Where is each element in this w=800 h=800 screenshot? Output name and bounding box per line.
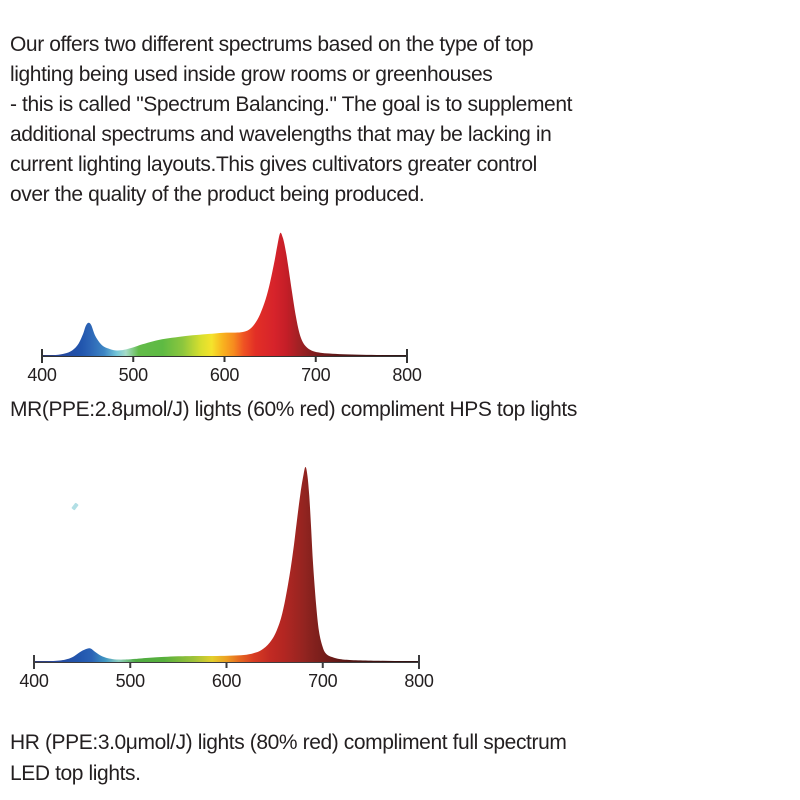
intro-line-4: additional spectrums and wavelengths tha… bbox=[10, 123, 552, 146]
x-tick-label-500: 500 bbox=[116, 671, 145, 691]
intro-paragraph: Our offers two different spectrums based… bbox=[10, 30, 572, 210]
intro-line-3: - this is called "Spectrum Balancing." T… bbox=[10, 93, 573, 116]
hr-spectrum-plot: 400 500 600 700 800 bbox=[19, 467, 434, 691]
x-tick-label-700: 700 bbox=[301, 365, 330, 385]
spectrum-area bbox=[42, 232, 407, 356]
x-tick-label-600: 600 bbox=[212, 671, 241, 691]
mr-chart-caption: MR(PPE:2.8μmol/J) lights (60% red) compl… bbox=[10, 394, 577, 425]
x-tick-label-700: 700 bbox=[308, 671, 337, 691]
mr-caption-line: MR(PPE:2.8μmol/J) lights (60% red) compl… bbox=[10, 398, 577, 421]
hr-caption-line-1: HR (PPE:3.0μmol/J) lights (80% red) comp… bbox=[10, 731, 567, 754]
x-tick-label-800: 800 bbox=[392, 365, 421, 385]
x-tick-label-400: 400 bbox=[27, 365, 56, 385]
x-tick-label-600: 600 bbox=[210, 365, 239, 385]
mr-spectrum-plot: 400 500 600 700 800 bbox=[27, 232, 422, 385]
hr-spectrum-chart: 400 500 600 700 800 bbox=[0, 450, 440, 695]
intro-line-2: lighting being used inside grow rooms or… bbox=[10, 63, 493, 86]
x-tick-label-800: 800 bbox=[404, 671, 433, 691]
intro-line-5: current lighting layouts.This gives cult… bbox=[10, 153, 537, 176]
intro-line-1: Our offers two different spectrums based… bbox=[10, 33, 534, 56]
x-tick-label-400: 400 bbox=[19, 671, 48, 691]
mr-spectrum-chart: 400 500 600 700 800 bbox=[0, 220, 440, 390]
hr-caption-line-2: LED top lights. bbox=[10, 762, 141, 785]
intro-line-6: over the quality of the product being pr… bbox=[10, 183, 425, 206]
hr-chart-caption: HR (PPE:3.0μmol/J) lights (80% red) comp… bbox=[10, 727, 567, 789]
spectrum-area bbox=[34, 467, 419, 662]
x-tick-label-500: 500 bbox=[119, 365, 148, 385]
